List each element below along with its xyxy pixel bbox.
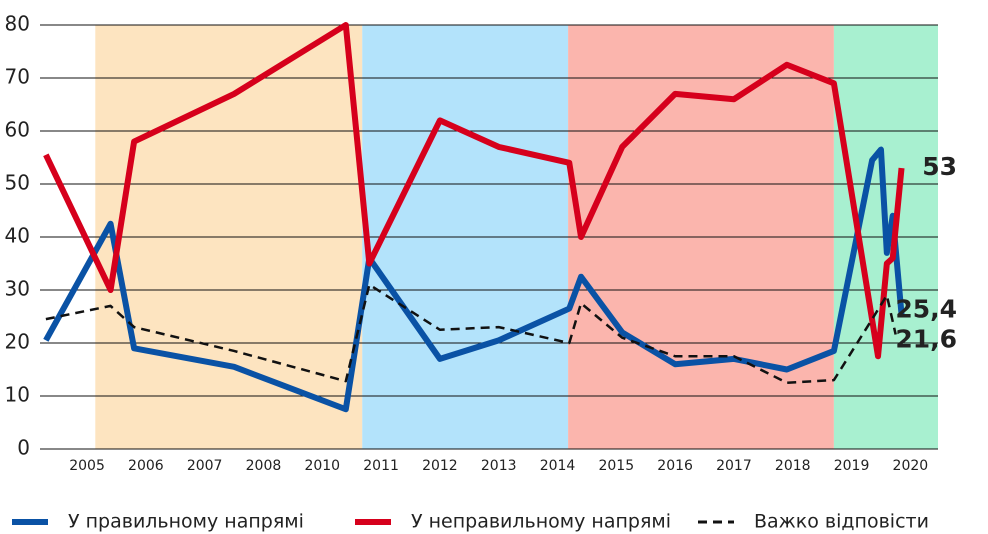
y-tick-label: 60: [5, 118, 30, 142]
legend-label: Важко відповісти: [754, 511, 929, 533]
x-tick-label: 2018: [775, 458, 811, 474]
x-tick-label: 2012: [422, 458, 458, 474]
line-series: [43, 22, 905, 360]
x-tick-label: 2017: [716, 458, 752, 474]
x-tick-label: 2016: [657, 458, 693, 474]
legend-label: У неправильному напрямі: [411, 511, 671, 533]
line-series: [45, 283, 897, 384]
x-tick-label: 2007: [187, 458, 223, 474]
x-tick-label: 2011: [363, 458, 399, 474]
y-tick-label: 20: [5, 330, 30, 354]
data-label: 53: [922, 152, 957, 181]
y-tick-label: 80: [5, 12, 30, 36]
legend-label: У правильному напрямі: [68, 511, 304, 533]
x-tick-label: 2013: [481, 458, 517, 474]
data-label: 25,4: [895, 294, 957, 323]
data-label: 21,6: [895, 325, 957, 354]
y-tick-label: 50: [5, 171, 30, 195]
x-tick-label: 2005: [69, 458, 105, 474]
x-tick-label: 2019: [834, 458, 870, 474]
y-tick-label: 30: [5, 277, 30, 301]
x-tick-label: 2006: [128, 458, 164, 474]
y-tick-label: 70: [5, 65, 30, 89]
x-tick-label: 2014: [540, 458, 576, 474]
x-tick-label: 2020: [893, 458, 929, 474]
line-series: [43, 146, 905, 413]
y-tick-label: 40: [5, 224, 30, 248]
y-tick-label: 10: [5, 383, 30, 407]
x-tick-label: 2008: [246, 458, 282, 474]
x-tick-label: 2010: [304, 458, 340, 474]
x-tick-label: 2015: [598, 458, 634, 474]
y-tick-label: 0: [17, 436, 30, 460]
